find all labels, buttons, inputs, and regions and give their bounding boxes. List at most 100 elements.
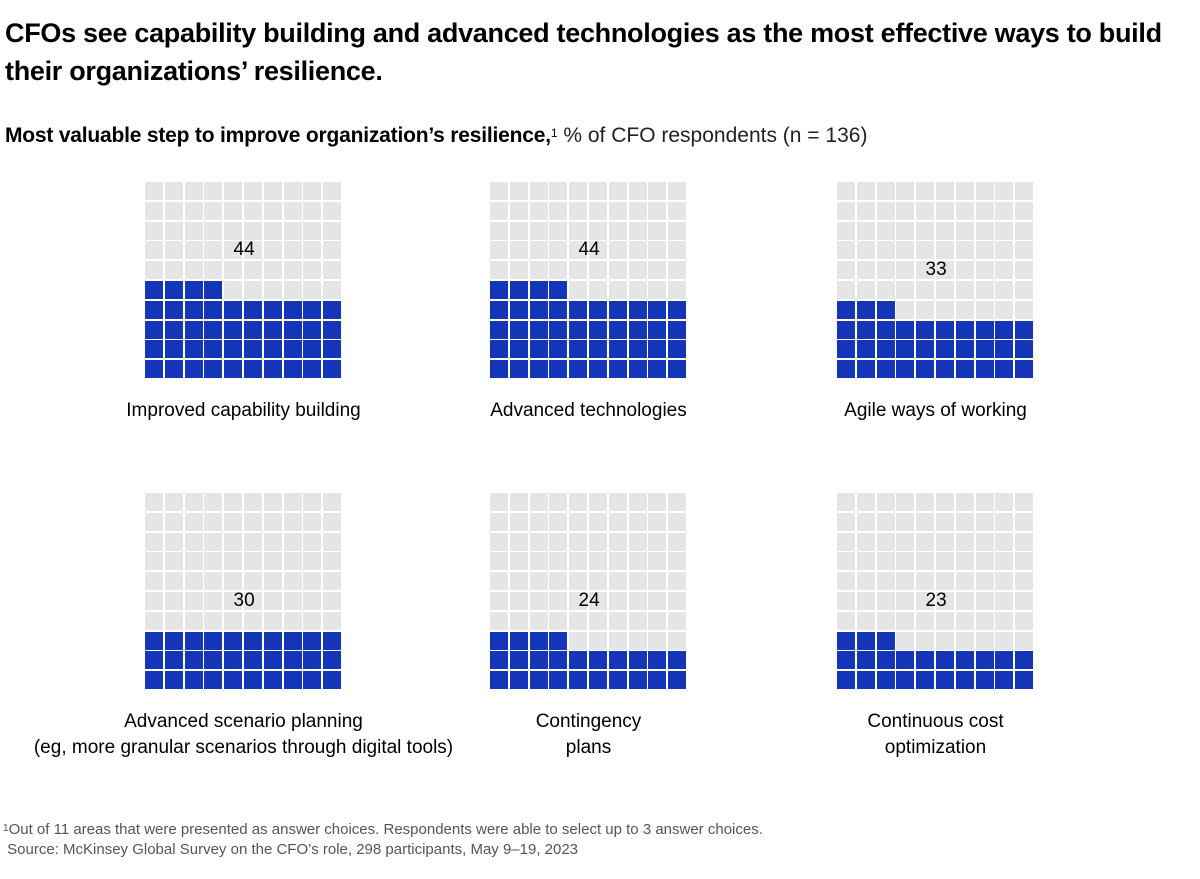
waffle-cell-filled	[529, 631, 548, 650]
waffle-grid: 30	[145, 493, 342, 690]
waffle-cell-empty	[589, 572, 607, 591]
waffle-cell-empty	[589, 592, 607, 610]
waffle-cell-empty	[303, 532, 322, 551]
waffle-cell-filled	[608, 360, 627, 379]
waffle-cell-empty	[244, 182, 262, 200]
waffle-cell-filled	[145, 631, 163, 650]
waffle-cell-filled	[936, 360, 954, 379]
footnote: 1Out of 11 areas that were presented as …	[3, 820, 763, 860]
waffle-cell-filled	[283, 320, 302, 339]
waffle-cell-filled	[490, 651, 508, 670]
waffle-cell-filled	[490, 320, 508, 339]
waffle-cell-empty	[995, 572, 1014, 591]
waffle-grid: 44	[490, 182, 687, 379]
waffle-cell-empty	[896, 261, 915, 280]
waffle-cell-empty	[529, 201, 548, 220]
waffle-cell-empty	[569, 493, 588, 511]
waffle-cell-filled	[936, 671, 954, 690]
waffle-cell-filled	[263, 340, 282, 359]
waffle-cell-filled	[668, 671, 687, 690]
waffle-cell-filled	[224, 320, 243, 339]
waffle-cell-empty	[549, 572, 568, 591]
waffle-cell-empty	[490, 552, 508, 571]
waffle-cell-empty	[1015, 532, 1034, 551]
waffle-cell-empty	[263, 182, 282, 200]
waffle-cell-empty	[589, 552, 607, 571]
waffle-cell-empty	[509, 532, 528, 551]
waffle-cell-empty	[509, 261, 528, 280]
waffle-cell-empty	[303, 572, 322, 591]
waffle-cell-empty	[955, 241, 974, 260]
waffle-cell-empty	[164, 592, 183, 610]
waffle-cell-empty	[549, 201, 568, 220]
waffle-cell-empty	[303, 512, 322, 531]
waffle-cell-empty	[145, 512, 163, 531]
waffle-cell-filled	[936, 320, 954, 339]
waffle-cell-filled	[184, 631, 203, 650]
waffle-cell-empty	[916, 552, 935, 571]
waffle-cell-empty	[589, 512, 607, 531]
waffle-cell-empty	[529, 221, 548, 240]
waffle-cell-empty	[529, 552, 548, 571]
waffle-cell-empty	[283, 572, 302, 591]
waffle-cell-empty	[876, 261, 895, 280]
waffle-cell-empty	[876, 281, 895, 299]
waffle-cell-filled	[224, 631, 243, 650]
waffle-cell-empty	[916, 493, 935, 511]
waffle-cell-filled	[283, 631, 302, 650]
waffle-cell-empty	[184, 532, 203, 551]
waffle-cell-empty	[529, 241, 548, 260]
waffle-cell-empty	[916, 611, 935, 630]
waffle-cell-empty	[303, 611, 322, 630]
waffle-cell-filled	[876, 631, 895, 650]
source-line: Source: McKinsey Global Survey on the CF…	[3, 840, 763, 860]
waffle-cell-empty	[995, 552, 1014, 571]
waffle-cell-empty	[936, 631, 954, 650]
waffle-cell-empty	[1015, 631, 1034, 650]
waffle-cell-empty	[283, 552, 302, 571]
waffle-cell-empty	[589, 493, 607, 511]
waffle-cell-empty	[648, 493, 667, 511]
waffle-cell-empty	[995, 611, 1014, 630]
waffle-cell-empty	[509, 512, 528, 531]
waffle-cell-filled	[589, 671, 607, 690]
waffle-cell-filled	[876, 671, 895, 690]
waffle-cell-empty	[145, 532, 163, 551]
waffle-cell-empty	[164, 221, 183, 240]
waffle-cell-empty	[837, 493, 855, 511]
waffle-cell-empty	[995, 281, 1014, 299]
waffle-cell-empty	[244, 572, 262, 591]
waffle-cell-filled	[509, 631, 528, 650]
waffle-cell-empty	[955, 281, 974, 299]
waffle-cell-empty	[896, 221, 915, 240]
waffle-cell-empty	[975, 532, 994, 551]
waffle-cell-filled	[224, 671, 243, 690]
waffle-grid: 23	[837, 493, 1034, 690]
waffle-cell-filled	[145, 320, 163, 339]
waffle-cell-filled	[608, 320, 627, 339]
waffle-cell-empty	[145, 611, 163, 630]
waffle-cell-filled	[628, 340, 647, 359]
waffle-cell-filled	[164, 340, 183, 359]
waffle-cell-empty	[896, 631, 915, 650]
waffle-cell-empty	[509, 552, 528, 571]
waffle-cell-empty	[224, 221, 243, 240]
waffle-cell-empty	[955, 592, 974, 610]
waffle-cell-empty	[283, 592, 302, 610]
waffle-cell-empty	[837, 241, 855, 260]
waffle-cell-filled	[916, 651, 935, 670]
waffle-cell-filled	[549, 631, 568, 650]
waffle-cell-filled	[856, 671, 875, 690]
waffle-cell-filled	[224, 340, 243, 359]
waffle-cell-empty	[184, 512, 203, 531]
waffle-cell-filled	[549, 281, 568, 299]
waffle-cell-filled	[608, 671, 627, 690]
waffle-cell-filled	[244, 300, 262, 319]
waffle-cell-filled	[837, 320, 855, 339]
waffle-cell-filled	[549, 300, 568, 319]
category-label-line: Improved capability building	[126, 400, 361, 421]
waffle-cell-empty	[876, 611, 895, 630]
waffle-cell-empty	[876, 532, 895, 551]
waffle-cell-empty	[263, 201, 282, 220]
waffle-cell-filled	[164, 651, 183, 670]
